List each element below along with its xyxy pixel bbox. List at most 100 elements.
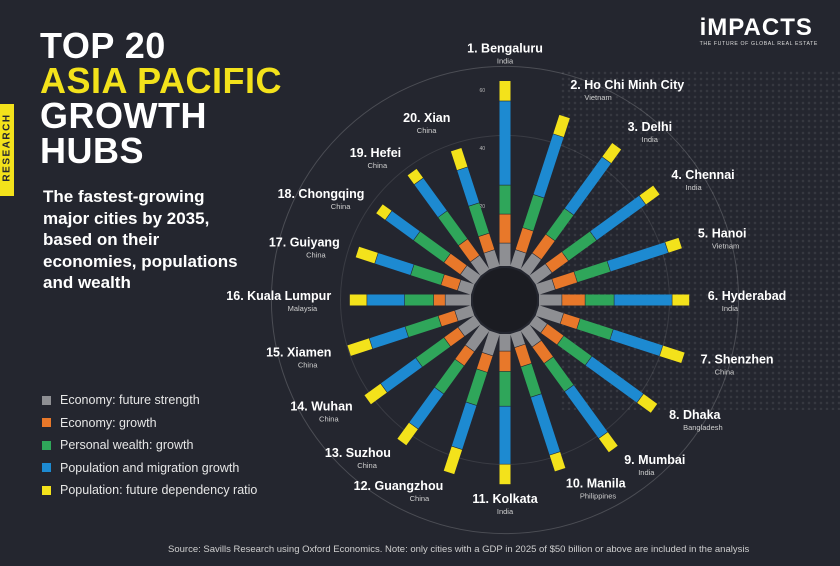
city-bar [535, 237, 682, 295]
bar-segment [562, 294, 585, 306]
bar-segment [364, 383, 387, 405]
title-line-2: ASIA PACIFIC [40, 60, 283, 101]
bar-segment [380, 358, 423, 393]
bar-segment [416, 337, 451, 367]
logo-name: iMPACTS [699, 14, 813, 41]
city-label: 9. Mumbai [624, 453, 685, 467]
bar-segment [549, 451, 566, 472]
city-bar [376, 204, 481, 285]
city-country-label: China [715, 368, 735, 377]
bar-segment [585, 356, 644, 403]
city-label: 18. Chongqing [278, 187, 365, 201]
city-country-label: India [638, 468, 655, 477]
world-map-dots [560, 70, 840, 410]
bar-segment [433, 294, 445, 306]
bar-segment [455, 345, 475, 366]
city-bar [510, 330, 566, 472]
bar-segment [484, 249, 500, 270]
scale-tick-label: 20 [479, 204, 485, 210]
chart-center [473, 268, 537, 332]
city-country-label: China [331, 202, 351, 211]
city-country-label: Malaysia [288, 304, 318, 313]
bar-segment [450, 147, 468, 171]
city-bar [355, 246, 475, 295]
bar-segment [522, 194, 544, 231]
bar-segment [445, 294, 471, 306]
city-label: 2. Ho Chi Minh City [570, 78, 684, 92]
bar-segment [482, 330, 500, 356]
bar-segment [499, 101, 511, 185]
legend-label: Population: future dependency ratio [60, 483, 258, 498]
title-line-4: HUBS [40, 130, 145, 171]
city-bar [499, 334, 511, 485]
bar-segment [441, 274, 461, 291]
bar-segment [376, 204, 392, 220]
bar-segment [532, 234, 555, 260]
bar-segment [460, 265, 481, 285]
city-bar [529, 315, 658, 413]
bar-segment [375, 253, 414, 276]
legend-item-population-dependency: Population: future dependency ratio [42, 479, 257, 502]
legend-swatch [42, 485, 51, 495]
bar-segment [369, 326, 409, 349]
research-tab: RESEARCH [0, 104, 14, 196]
bar-segment [434, 359, 464, 394]
scale-tick-label: 60 [479, 88, 485, 94]
bar-segment [385, 211, 420, 241]
bar-segment [367, 294, 405, 306]
source-note: Source: Savills Research using Oxford Ec… [168, 544, 750, 555]
bar-segment [443, 446, 463, 475]
bar-segment [499, 185, 511, 214]
bar-segment [438, 211, 468, 246]
bar-segment [672, 294, 690, 306]
city-label: 19. Hefei [350, 146, 401, 160]
bar-segment [574, 261, 611, 283]
bar-segment [557, 335, 592, 365]
bar-segment [530, 394, 560, 455]
city-label: 1. Bengaluru [467, 41, 543, 55]
city-country-label: India [642, 135, 659, 144]
bar-segment [520, 324, 542, 347]
city-country-label: India [497, 507, 514, 516]
bar-segment [465, 324, 490, 352]
bar-segment [499, 243, 511, 266]
bar-segment [577, 318, 613, 340]
bar-segment [529, 315, 547, 333]
bar-segment [407, 168, 423, 185]
bar-segment [347, 338, 373, 356]
city-label: 8. Dhaka [669, 408, 721, 422]
bar-segment [520, 253, 542, 276]
city-bar [539, 294, 690, 306]
bar-segment [533, 134, 564, 198]
city-label: 10. Manila [566, 476, 627, 490]
city-label: 14. Wuhan [290, 400, 352, 414]
bar-segment [444, 327, 465, 347]
city-label: 16. Kuala Lumpur [226, 289, 331, 303]
city-country-label: China [368, 161, 388, 170]
bar-segment [499, 371, 511, 406]
subtitle: The fastest-growing major cities by 2035… [43, 187, 238, 292]
title-line-1: TOP 20 [40, 25, 166, 66]
city-bar [364, 315, 481, 405]
bar-segment [610, 329, 663, 356]
impacts-logo: iMPACTS THE FUTURE OF GLOBAL REAL ESTATE [700, 14, 818, 47]
city-label: 5. Hanoi [698, 226, 747, 240]
bar-segment [529, 263, 552, 285]
bar-segment [457, 279, 475, 295]
bar-segment [451, 402, 477, 450]
bar-segment [470, 255, 490, 276]
bar-segment [514, 344, 532, 367]
bar-segment [478, 233, 495, 253]
scale-tick-label: 40 [479, 146, 485, 152]
bar-segment [590, 195, 646, 241]
bar-segment [355, 246, 378, 264]
city-label: 13. Suzhou [325, 446, 391, 460]
legend-label: Economy: growth [60, 415, 157, 430]
city-country-label: India [685, 183, 702, 192]
bar-segment [521, 363, 542, 397]
city-country-label: Bangladesh [683, 423, 723, 432]
bar-segment [598, 432, 618, 453]
legend-item-economy-future-strength: Economy: future strength [42, 389, 257, 412]
legend-item-population-migration: Population and migration growth [42, 457, 257, 480]
city-bar [529, 185, 660, 285]
